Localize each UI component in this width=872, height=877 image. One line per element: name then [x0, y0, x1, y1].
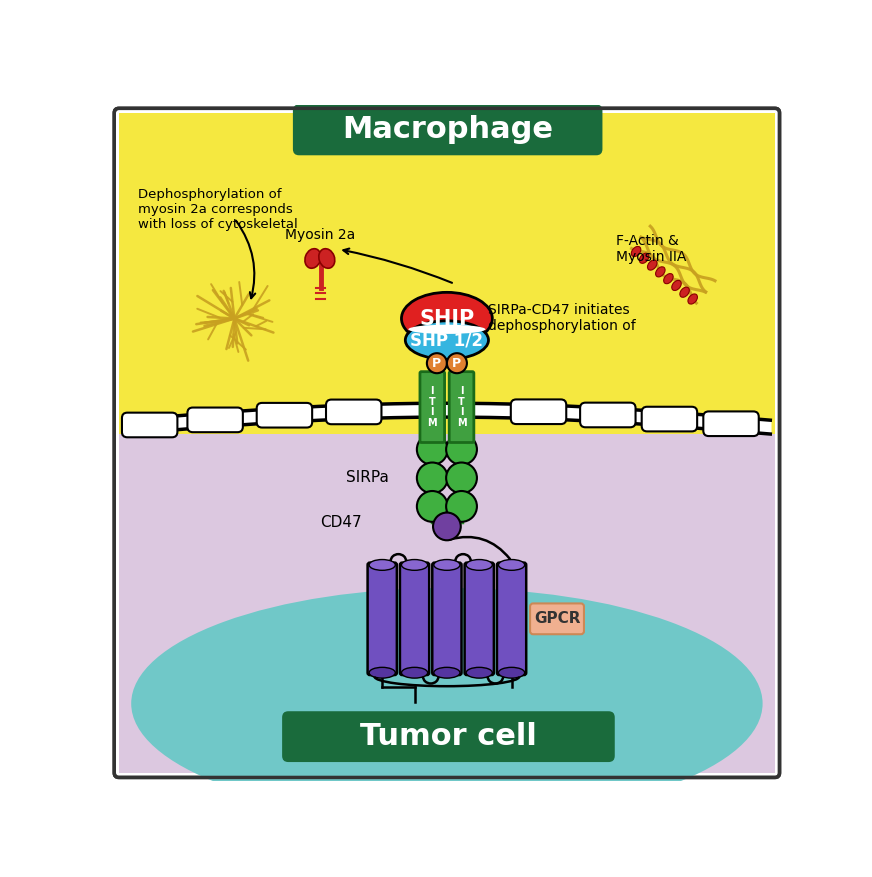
FancyBboxPatch shape	[704, 411, 759, 436]
Circle shape	[446, 491, 477, 522]
Text: SIRPa: SIRPa	[346, 470, 389, 486]
Circle shape	[446, 434, 477, 465]
FancyBboxPatch shape	[642, 407, 697, 431]
Text: Dephosphorylation of
myosin 2a corresponds
with loss of cytoskeletal: Dephosphorylation of myosin 2a correspon…	[138, 188, 298, 231]
Ellipse shape	[688, 294, 698, 304]
Ellipse shape	[467, 560, 493, 570]
FancyBboxPatch shape	[465, 563, 494, 675]
Text: Tumor cell: Tumor cell	[360, 722, 537, 751]
Text: SHP 1/2: SHP 1/2	[411, 332, 483, 349]
FancyBboxPatch shape	[497, 563, 526, 675]
FancyBboxPatch shape	[449, 372, 473, 443]
Circle shape	[447, 353, 467, 374]
Ellipse shape	[433, 560, 460, 570]
Ellipse shape	[433, 667, 460, 678]
Text: GPCR: GPCR	[534, 611, 580, 626]
Circle shape	[417, 462, 447, 494]
Ellipse shape	[408, 324, 486, 334]
Ellipse shape	[648, 260, 657, 270]
Circle shape	[417, 434, 447, 465]
Text: P: P	[453, 357, 461, 370]
Circle shape	[446, 462, 477, 494]
Ellipse shape	[499, 560, 525, 570]
Ellipse shape	[369, 560, 395, 570]
Polygon shape	[119, 113, 775, 434]
Ellipse shape	[631, 246, 641, 257]
Ellipse shape	[369, 667, 395, 678]
Ellipse shape	[305, 249, 321, 268]
FancyBboxPatch shape	[187, 408, 242, 432]
FancyBboxPatch shape	[256, 403, 312, 427]
Ellipse shape	[467, 667, 493, 678]
Ellipse shape	[656, 267, 665, 277]
Circle shape	[417, 491, 447, 522]
Ellipse shape	[131, 588, 763, 819]
Circle shape	[433, 512, 460, 540]
FancyBboxPatch shape	[293, 104, 603, 155]
Circle shape	[427, 353, 447, 374]
FancyBboxPatch shape	[122, 413, 177, 438]
Ellipse shape	[680, 287, 690, 297]
FancyBboxPatch shape	[420, 372, 445, 443]
FancyBboxPatch shape	[580, 403, 636, 427]
FancyBboxPatch shape	[530, 603, 584, 634]
Ellipse shape	[671, 281, 681, 290]
Text: Myosin 2a: Myosin 2a	[285, 227, 356, 241]
FancyBboxPatch shape	[400, 563, 429, 675]
Text: I
T
I
M: I T I M	[427, 386, 437, 428]
Text: Macrophage: Macrophage	[342, 116, 553, 145]
Ellipse shape	[405, 321, 488, 360]
Text: I
T
I
M: I T I M	[457, 386, 467, 428]
FancyBboxPatch shape	[326, 400, 381, 424]
FancyBboxPatch shape	[283, 711, 615, 762]
Text: P: P	[433, 357, 441, 370]
Text: SIRPa-CD47 initiates
dephosphorylation of: SIRPa-CD47 initiates dephosphorylation o…	[488, 303, 637, 333]
Text: SHIP: SHIP	[419, 309, 474, 329]
FancyBboxPatch shape	[511, 399, 566, 424]
FancyBboxPatch shape	[114, 109, 780, 777]
Ellipse shape	[401, 667, 427, 678]
Ellipse shape	[401, 560, 427, 570]
Ellipse shape	[499, 667, 525, 678]
Ellipse shape	[664, 274, 673, 284]
FancyBboxPatch shape	[433, 563, 461, 675]
FancyBboxPatch shape	[368, 563, 397, 675]
Text: F-Actin &
Myosin IIA: F-Actin & Myosin IIA	[616, 234, 686, 264]
Polygon shape	[119, 434, 775, 773]
Ellipse shape	[319, 249, 335, 268]
Text: CD47: CD47	[321, 515, 362, 530]
Ellipse shape	[639, 253, 649, 263]
Ellipse shape	[401, 292, 493, 345]
